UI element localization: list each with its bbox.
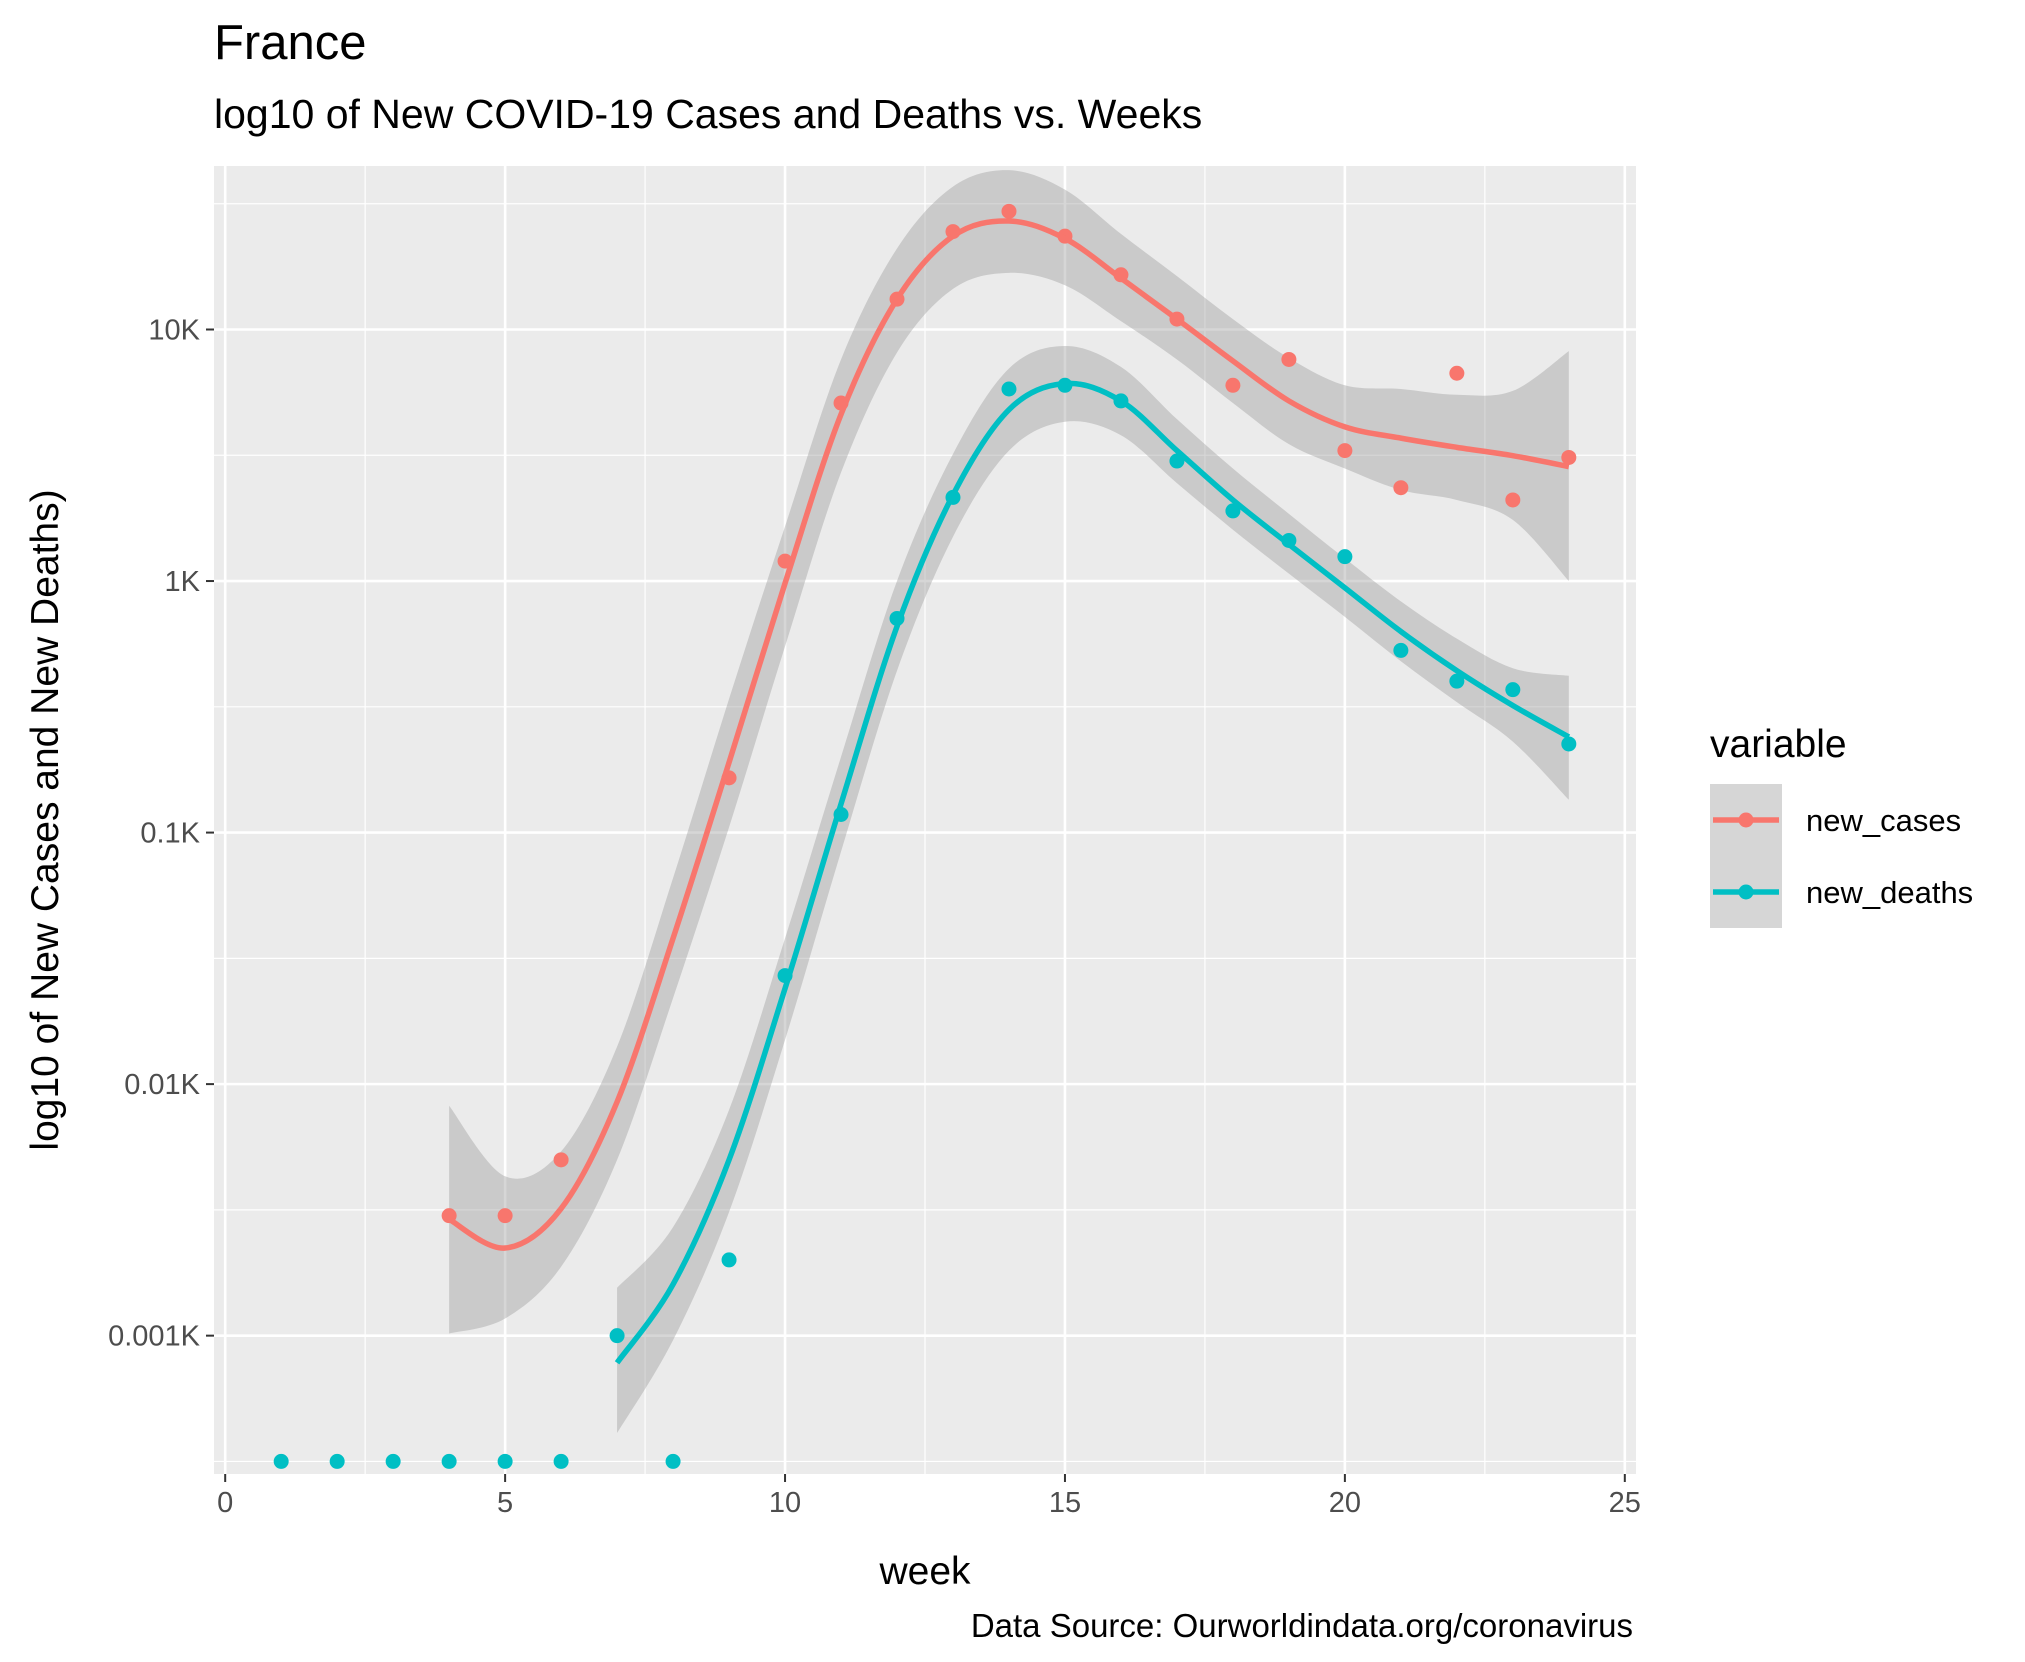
legend: variable new_cases new_deaths [1710, 723, 1973, 928]
x-tick-label: 10 [769, 1487, 801, 1519]
new_cases-smooth-line [447, 218, 1570, 1251]
new_cases-point [1281, 351, 1297, 367]
y-tick-label: 0.001K [108, 1321, 201, 1353]
new_cases-point [497, 1208, 513, 1224]
new_deaths-confidence-band [617, 345, 1569, 1434]
legend-key-point [1738, 884, 1754, 900]
new_deaths-point [1337, 549, 1353, 565]
x-tick-label: 25 [1609, 1487, 1641, 1519]
new_deaths-point [497, 1453, 513, 1469]
chart-subtitle: log10 of New COVID-19 Cases and Deaths v… [214, 91, 1203, 137]
new_cases-point [1449, 365, 1465, 381]
x-axis-title: week [878, 1550, 971, 1593]
new_cases-point [1393, 480, 1409, 496]
new_cases-point [553, 1152, 569, 1168]
smooth-lines [447, 218, 1571, 1365]
new_deaths-point [553, 1453, 569, 1469]
new_cases-confidence-band [449, 170, 1569, 1334]
legend-label-new_cases: new_cases [1806, 803, 1961, 838]
x-tick-label: 0 [217, 1487, 233, 1519]
x-tick-label: 5 [497, 1487, 513, 1519]
new_deaths-point [273, 1453, 289, 1469]
new_deaths-point [1561, 736, 1577, 752]
new_cases-point [1561, 449, 1577, 465]
new_deaths-point [1001, 381, 1017, 397]
new_cases-point [1001, 203, 1017, 219]
legend-label-new_deaths: new_deaths [1806, 875, 1973, 910]
y-tick-label: 10K [148, 315, 200, 347]
new_deaths-point [1449, 673, 1465, 689]
y-axis: 0.001K 0.01K 0.1K 1K 10K [108, 315, 214, 1353]
new_deaths-smooth-line [614, 380, 1571, 1365]
new_deaths-point [1225, 503, 1241, 519]
x-axis: 0 5 10 15 20 25 [217, 1474, 1641, 1519]
new_cases-point [1337, 443, 1353, 459]
legend-key-point [1738, 812, 1754, 828]
new_deaths-point [385, 1453, 401, 1469]
y-tick-label: 0.1K [140, 818, 200, 850]
y-tick-label: 1K [165, 566, 201, 598]
chart-title: France [214, 16, 367, 70]
y-axis-title: log10 of New Cases and New Deaths) [24, 489, 67, 1150]
new_deaths-point [665, 1453, 681, 1469]
new_deaths-point [441, 1453, 457, 1469]
confidence-ribbons [449, 170, 1569, 1434]
new_deaths-point [1393, 642, 1409, 658]
new_deaths-point [609, 1328, 625, 1344]
minor-gridlines [214, 166, 1636, 1474]
y-tick-label: 0.01K [124, 1069, 200, 1101]
x-tick-label: 15 [1049, 1487, 1081, 1519]
new_deaths-point [721, 1252, 737, 1268]
new_deaths-point [1505, 682, 1521, 698]
new_cases-point [1505, 492, 1521, 508]
legend-title: variable [1710, 723, 1847, 766]
x-tick-label: 20 [1329, 1487, 1361, 1519]
data-source-caption: Data Source: Ourworldindata.org/coronavi… [970, 1607, 1633, 1644]
new_deaths-point [329, 1453, 345, 1469]
new_cases-point [1225, 377, 1241, 393]
